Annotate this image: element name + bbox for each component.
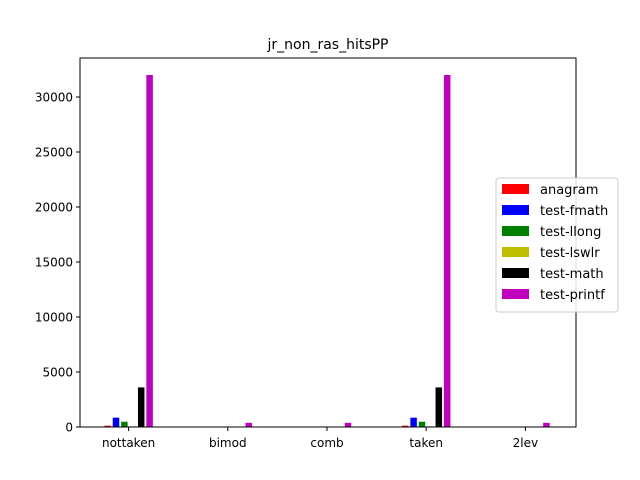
bar-test-llong-taken [418,421,426,427]
x-tick-label: comb [310,436,343,450]
bar-anagram-taken [401,425,409,427]
x-tick-label: nottaken [102,436,155,450]
bar-test-fmath-nottaken [112,417,120,427]
chart-title: jr_non_ras_hitsPP [266,37,388,53]
legend-swatch [502,184,529,194]
bar-test-printf-nottaken [146,75,153,427]
legend-swatch [502,289,529,299]
legend-label: test-math [540,267,604,282]
bar-test-math-nottaken [137,387,145,427]
legend-swatch [502,268,529,278]
legend: anagram test-fmath test-llong test-lswlr tes… [495,177,619,313]
x-tick-label: taken [409,436,443,450]
legend-swatch [502,205,529,215]
y-tick-label: 15000 [35,256,73,270]
bar-test-math-taken [435,387,443,427]
y-tick-label: 30000 [35,91,73,105]
y-tick-label: 10000 [35,311,73,325]
legend-label: test-lswlr [540,246,600,261]
bar-test-llong-nottaken [121,421,128,427]
bar-test-printf-taken [443,75,451,427]
x-tick-label: bimod [209,436,247,450]
y-tick-label: 5000 [42,366,73,380]
y-axis: 0 5000 10000 15000 20000 25000 30000 [35,91,80,435]
bar-test-printf-2lev [543,422,550,427]
x-tick-label: 2lev [513,436,538,450]
legend-label: test-llong [540,225,601,240]
y-tick-label: 25000 [35,146,73,160]
legend-swatch [502,247,529,257]
bar-test-fmath-taken [410,417,417,427]
bars-group [104,75,550,427]
y-tick-label: 0 [65,421,73,435]
legend-label: anagram [540,183,598,198]
y-tick-label: 20000 [35,201,73,215]
x-axis: nottaken bimod comb taken 2lev [102,427,538,450]
legend-swatch [502,226,529,236]
bar-anagram-nottaken [104,425,111,427]
bar-test-printf-bimod [245,422,253,427]
bar-test-printf-comb [344,422,352,427]
legend-label: test-printf [540,288,605,303]
legend-label: test-fmath [540,204,608,219]
